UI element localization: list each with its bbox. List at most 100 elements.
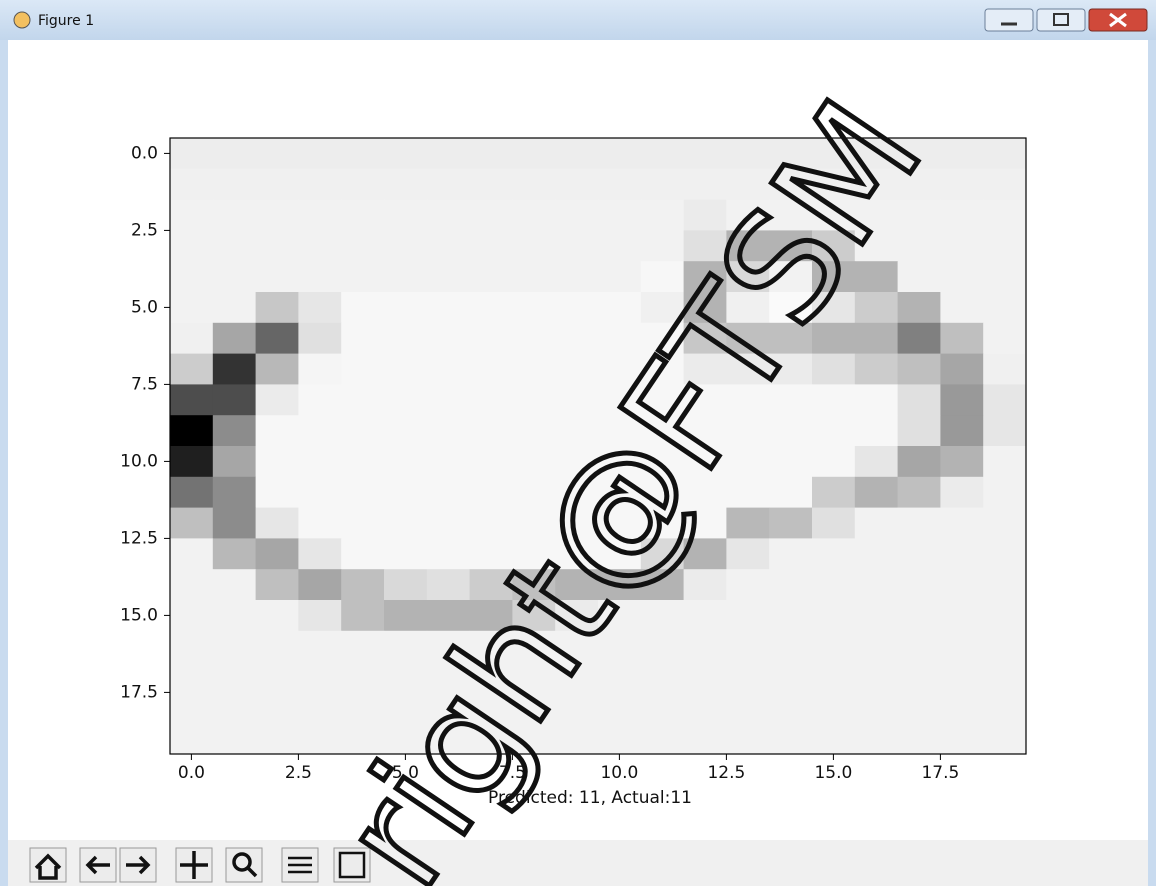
heatmap-cell: [341, 477, 384, 508]
heatmap-cell: [598, 230, 641, 261]
heatmap-cell: [298, 138, 341, 169]
heatmap-cell: [855, 631, 898, 662]
heatmap-cell: [427, 508, 470, 539]
heatmap-cell: [298, 723, 341, 754]
heatmap-cell: [427, 261, 470, 292]
app-icon: [14, 12, 30, 28]
y-tick-label: 7.5: [131, 374, 158, 394]
heatmap-cell: [341, 138, 384, 169]
heatmap-cell: [256, 723, 299, 754]
heatmap-cell: [341, 600, 384, 631]
x-tick-label: 17.5: [921, 763, 959, 783]
heatmap-cell: [812, 631, 855, 662]
heatmap-cell: [213, 662, 256, 693]
heatmap-cell: [170, 600, 213, 631]
heatmap-cell: [512, 200, 555, 231]
heatmap-cell: [470, 384, 513, 415]
y-tick-label: 10.0: [120, 451, 158, 471]
heatmap-cell: [940, 569, 983, 600]
heatmap-cell: [256, 446, 299, 477]
heatmap-cell: [341, 384, 384, 415]
heatmap-cell: [898, 692, 941, 723]
heatmap-cell: [769, 538, 812, 569]
heatmap-cell: [983, 477, 1026, 508]
heatmap-cell: [940, 200, 983, 231]
minimize-button[interactable]: [985, 9, 1033, 31]
heatmap-cell: [256, 631, 299, 662]
heatmap-cell: [940, 538, 983, 569]
heatmap-cell: [470, 415, 513, 446]
heatmap-cell: [512, 261, 555, 292]
heatmap-cell: [898, 600, 941, 631]
heatmap-cell: [983, 230, 1026, 261]
heatmap-cell: [213, 138, 256, 169]
heatmap-cell: [812, 662, 855, 693]
heatmap-cell: [598, 261, 641, 292]
heatmap-cell: [256, 569, 299, 600]
heatmap-cell: [256, 354, 299, 385]
heatmap-cell: [555, 138, 598, 169]
heatmap-cell: [298, 169, 341, 200]
maximize-button[interactable]: [1037, 9, 1085, 31]
heatmap-cell: [170, 446, 213, 477]
heatmap-cell: [641, 138, 684, 169]
heatmap-cell: [427, 354, 470, 385]
heatmap-cell: [427, 138, 470, 169]
heatmap-cell: [427, 477, 470, 508]
heatmap-cell: [384, 508, 427, 539]
heatmap-cell: [427, 323, 470, 354]
heatmap-cell: [213, 508, 256, 539]
heatmap-cell: [598, 723, 641, 754]
heatmap-cell: [298, 508, 341, 539]
heatmap-cell: [384, 600, 427, 631]
heatmap-cell: [213, 261, 256, 292]
heatmap-cell: [170, 200, 213, 231]
heatmap-cell: [855, 538, 898, 569]
heatmap-cell: [427, 292, 470, 323]
y-tick-label: 2.5: [131, 220, 158, 240]
heatmap-cell: [298, 354, 341, 385]
heatmap-cell: [983, 169, 1026, 200]
heatmap-cell: [812, 446, 855, 477]
y-tick-label: 15.0: [120, 605, 158, 625]
heatmap-cell: [684, 600, 727, 631]
heatmap-cell: [170, 354, 213, 385]
heatmap-cell: [684, 723, 727, 754]
heatmap-cell: [256, 692, 299, 723]
heatmap-cell: [812, 569, 855, 600]
heatmap-cell: [384, 446, 427, 477]
heatmap-cell: [427, 384, 470, 415]
heatmap-cell: [256, 538, 299, 569]
heatmap-cell: [470, 261, 513, 292]
heatmap-cell: [855, 477, 898, 508]
heatmap-cell: [170, 230, 213, 261]
heatmap-cell: [641, 230, 684, 261]
heatmap-cell: [726, 569, 769, 600]
heatmap-cell: [470, 169, 513, 200]
heatmap-cell: [298, 292, 341, 323]
y-tick-label: 12.5: [120, 528, 158, 548]
heatmap-cell: [726, 631, 769, 662]
heatmap-cell: [341, 292, 384, 323]
heatmap-cell: [855, 384, 898, 415]
heatmap-cell: [940, 230, 983, 261]
heatmap-cell: [812, 384, 855, 415]
heatmap-cell: [641, 692, 684, 723]
heatmap-cell: [769, 569, 812, 600]
heatmap-cell: [256, 662, 299, 693]
heatmap-cell: [641, 631, 684, 662]
x-tick-label: 2.5: [285, 763, 312, 783]
x-tick-label: 0.0: [178, 763, 205, 783]
heatmap-cell: [898, 538, 941, 569]
heatmap-cell: [170, 261, 213, 292]
heatmap-cell: [855, 415, 898, 446]
heatmap-cell: [170, 477, 213, 508]
heatmap-cell: [898, 569, 941, 600]
heatmap-cell: [641, 169, 684, 200]
heatmap-cell: [983, 292, 1026, 323]
y-tick-label: 17.5: [120, 682, 158, 702]
heatmap-cell: [256, 230, 299, 261]
heatmap-cell: [470, 200, 513, 231]
window-title: Figure 1: [38, 13, 94, 29]
heatmap-cell: [684, 692, 727, 723]
